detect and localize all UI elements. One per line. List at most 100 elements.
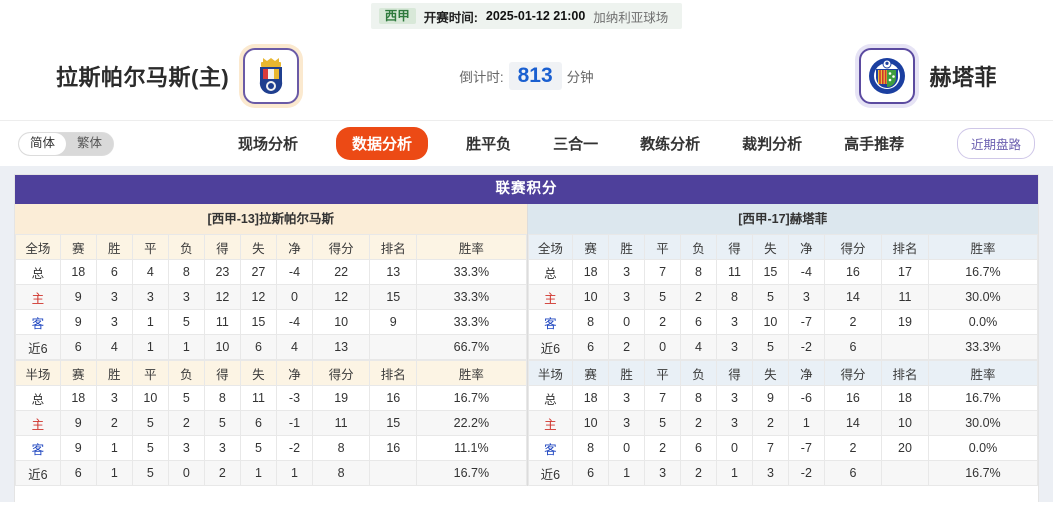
cell-4: 11 (715, 259, 753, 285)
cell-7: 6 (823, 460, 883, 486)
cell-2: 4 (131, 259, 169, 285)
cell-3: 8 (680, 259, 717, 285)
row-label: 客 (527, 309, 574, 335)
column-header-5: 得 (715, 360, 753, 386)
table-body: 总 18 3 7 8 3 9 -6 16 18 16.7% 主 10 3 5 2 3 2 1 14 10 30.0% 客 8 0… (527, 385, 1039, 486)
cell-2: 1 (131, 309, 169, 335)
cell-0: 9 (59, 410, 97, 436)
cell-4: 3 (715, 334, 753, 360)
cell-9: 16.7% (927, 385, 1039, 411)
cell-7: 11 (311, 410, 371, 436)
cell-2: 5 (644, 410, 682, 436)
cell-7: 13 (311, 334, 371, 360)
nav-tabs: 现场分析 数据分析 胜平负 三合一 教练分析 裁判分析 高手推荐 (234, 127, 908, 160)
cell-0: 8 (572, 435, 610, 461)
column-header-8: 得分 (311, 234, 371, 260)
tab-expert-picks[interactable]: 高手推荐 (844, 136, 905, 153)
cell-6: 3 (787, 284, 825, 310)
tab-win-draw-lose[interactable]: 胜平负 (466, 136, 512, 153)
lang-traditional-option[interactable]: 繁体 (77, 136, 103, 151)
tab-referee-analysis[interactable]: 裁判分析 (742, 136, 803, 153)
cell-9: 16.7% (927, 259, 1039, 285)
away-team-block[interactable]: 赫塔菲 (859, 48, 997, 104)
column-header-7: 净 (275, 234, 313, 260)
half-time-tables: 半场赛胜平负得失净得分 排名 胜率 总 18 3 10 5 8 11 -3 19 16 16.7% 主 9 2… (15, 360, 1039, 486)
cell-2: 5 (131, 460, 169, 486)
cell-3: 8 (680, 385, 717, 411)
lang-simplified-option[interactable]: 简体 (19, 132, 67, 155)
cell-6: -7 (787, 435, 825, 461)
cell-6: -4 (275, 259, 313, 285)
tab-three-in-one[interactable]: 三合一 (553, 136, 599, 153)
cell-3: 6 (680, 435, 717, 461)
table-row: 总 18 3 7 8 3 9 -6 16 18 16.7% (527, 385, 1039, 411)
cell-4: 3 (203, 435, 241, 461)
cell-9: 16.7% (416, 460, 527, 486)
cell-8 (881, 460, 929, 486)
cell-8: 15 (369, 284, 418, 310)
column-header-7: 净 (787, 360, 825, 386)
away-full-time-table: 全场赛胜平负得失净得分 排名 胜率 总 18 3 7 8 11 15 -4 16 17 16.7% 主 10… (527, 234, 1039, 360)
row-label: 近6 (15, 460, 61, 486)
language-toggle[interactable]: 简体 繁体 (18, 131, 115, 156)
cell-6: -3 (275, 385, 313, 411)
teams-header: 拉斯帕尔马斯(主) (0, 32, 1053, 120)
column-header-2: 胜 (608, 234, 646, 260)
table-row: 客 9 1 5 3 3 5 -2 8 16 11.1% (15, 435, 527, 461)
row-label: 主 (15, 410, 61, 436)
table-row: 近6 6 2 0 4 3 5 -2 6 33.3% (527, 334, 1039, 360)
cell-5: 6 (239, 410, 277, 436)
cell-7: 14 (823, 284, 883, 310)
cell-9: 30.0% (927, 410, 1039, 436)
cell-1: 3 (608, 410, 646, 436)
tab-data-analysis[interactable]: 数据分析 (336, 127, 429, 160)
away-full-time-table-wrap: 全场赛胜平负得失净得分 排名 胜率 总 18 3 7 8 11 15 -4 16 17 16.7% 主 10… (526, 234, 1039, 360)
cell-4: 8 (715, 284, 753, 310)
tab-coach-analysis[interactable]: 教练分析 (640, 136, 701, 153)
cell-8: 18 (881, 385, 929, 411)
home-team-block[interactable]: 拉斯帕尔马斯(主) (56, 48, 300, 104)
cell-0: 6 (59, 460, 97, 486)
table-row: 主 9 3 3 3 12 12 0 12 15 33.3% (15, 284, 527, 310)
cell-1: 3 (608, 259, 646, 285)
cell-9: 33.3% (416, 259, 527, 285)
row-label: 主 (15, 284, 61, 310)
cell-5: 12 (239, 284, 277, 310)
row-label: 主 (527, 410, 574, 436)
cell-6: -6 (787, 385, 825, 411)
row-label: 客 (15, 309, 61, 335)
cell-8 (369, 334, 418, 360)
cell-5: 27 (239, 259, 277, 285)
cell-3: 3 (167, 435, 205, 461)
column-header-3: 平 (131, 360, 169, 386)
cell-8 (369, 460, 418, 486)
column-header-9: 排名 (881, 360, 929, 386)
column-header-7: 净 (787, 234, 825, 260)
home-half-time-table-wrap: 半场赛胜平负得失净得分 排名 胜率 总 18 3 10 5 8 11 -3 19 16 16.7% 主 9 2… (15, 360, 527, 486)
cell-9: 30.0% (927, 284, 1039, 310)
cell-4: 3 (715, 385, 753, 411)
column-header-4: 负 (167, 360, 205, 386)
cell-8: 15 (369, 410, 418, 436)
tab-live-analysis[interactable]: 现场分析 (238, 136, 299, 153)
kickoff-time: 2025-01-12 21:00 (485, 9, 586, 23)
away-half-time-table-wrap: 半场赛胜平负得失净得分 排名 胜率 总 18 3 7 8 3 9 -6 16 18 16.7% 主 10 3 5… (526, 360, 1039, 486)
table-row: 总 18 3 7 8 11 15 -4 16 17 16.7% (527, 259, 1039, 285)
cell-4: 3 (715, 309, 753, 335)
cell-0: 18 (572, 385, 610, 411)
recent-odds-button[interactable]: 近期盘路 (956, 128, 1035, 159)
column-header-0: 全场 (527, 234, 574, 260)
column-header-9: 排名 (369, 234, 418, 260)
row-label: 近6 (527, 334, 574, 360)
cell-7: 14 (823, 410, 883, 436)
cell-6: -2 (275, 435, 313, 461)
home-team-band-label: [西甲-13]拉斯帕尔马斯 (15, 204, 527, 234)
cell-5: 15 (751, 259, 789, 285)
cell-4: 11 (203, 309, 241, 335)
kickoff-label: 开赛时间: (423, 10, 478, 25)
column-header-1: 赛 (572, 234, 610, 260)
table-row: 近6 6 1 5 0 2 1 1 8 16.7% (15, 460, 527, 486)
cell-3: 2 (167, 410, 205, 436)
cell-8: 17 (881, 259, 929, 285)
table-row: 主 10 3 5 2 8 5 3 14 11 30.0% (527, 284, 1039, 310)
